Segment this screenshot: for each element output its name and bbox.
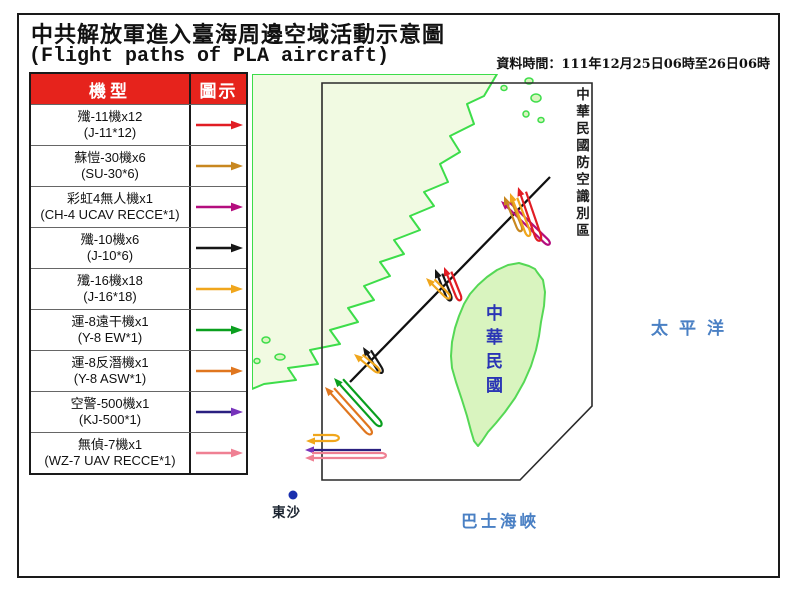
island xyxy=(530,93,542,103)
flight-arrow xyxy=(305,451,387,462)
legend-row: 運-8反潛機x1 (Y-8 ASW*1) xyxy=(31,350,246,391)
flight-arrow xyxy=(334,378,383,428)
aircraft-type-cell: 殲-11機x12 (J-11*12) xyxy=(31,105,189,145)
adiz-label: 中華民國防空識別區 xyxy=(573,87,589,240)
aircraft-name-en: (J-10*6) xyxy=(86,248,134,263)
taiwan-strait-map: 中華民國防空識別區 中華民國 太平洋 巴士海峽 東沙 xyxy=(252,74,780,578)
taiwan-island xyxy=(450,262,546,447)
aircraft-name-zh: 無偵-7機x1 xyxy=(77,436,143,452)
legend-row: 蘇愷-30機x6 (SU-30*6) xyxy=(31,145,246,186)
island xyxy=(500,84,508,92)
page-title: 中共解放軍進入臺海周邊空域活動示意圖 xyxy=(31,22,446,48)
legend-arrow-icon xyxy=(195,407,243,417)
taiwan-label: 中華民國 xyxy=(482,304,502,400)
legend-row: 空警-500機x1 (KJ-500*1) xyxy=(31,391,246,432)
island xyxy=(253,357,261,365)
symbol-cell xyxy=(189,351,246,391)
legend-arrow-icon xyxy=(195,120,243,130)
symbol-cell xyxy=(189,187,246,227)
symbol-cell xyxy=(189,228,246,268)
aircraft-name-zh: 空警-500機x1 xyxy=(70,395,150,411)
symbol-cell xyxy=(189,269,246,309)
flight-arrow xyxy=(305,446,381,454)
flight-arrow xyxy=(354,353,381,374)
island xyxy=(537,116,545,124)
symbol-cell xyxy=(189,146,246,186)
aircraft-name-zh: 殲-16機x18 xyxy=(77,272,143,288)
aircraft-name-en: (Y-8 ASW*1) xyxy=(73,371,147,386)
page-frame: 中共解放軍進入臺海周邊空域活動示意圖 (Flight paths of PLA … xyxy=(17,13,780,578)
symbol-cell xyxy=(189,392,246,432)
flight-arrow xyxy=(504,196,524,233)
aircraft-type-cell: 無偵-7機x1 (WZ-7 UAV RECCE*1) xyxy=(31,433,189,473)
pacific-ocean-label: 太平洋 xyxy=(651,319,735,339)
legend-arrow-icon xyxy=(195,161,243,171)
legend-arrow-icon xyxy=(195,366,243,376)
flight-arrow xyxy=(363,347,384,375)
aircraft-name-zh: 殲-10機x6 xyxy=(80,231,140,247)
legend-row: 殲-10機x6 (J-10*6) xyxy=(31,227,246,268)
legend-arrow-icon xyxy=(195,325,243,335)
flight-arrow xyxy=(426,278,452,300)
aircraft-name-en: (CH-4 UCAV RECCE*1) xyxy=(40,207,180,222)
flight-path-arrows xyxy=(305,187,551,462)
aircraft-type-cell: 蘇愷-30機x6 (SU-30*6) xyxy=(31,146,189,186)
aircraft-legend-table: 機型 圖示 殲-11機x12 (J-11*12) 蘇愷-30機x6 (SU-30*6)… xyxy=(29,72,248,475)
legend-arrow-icon xyxy=(195,448,243,458)
aircraft-name-en: (SU-30*6) xyxy=(81,166,139,181)
adiz-boundary xyxy=(321,82,593,481)
dongsha-island-dot xyxy=(288,490,298,500)
legend-row: 彩虹4無人機x1 (CH-4 UCAV RECCE*1) xyxy=(31,186,246,227)
aircraft-type-cell: 空警-500機x1 (KJ-500*1) xyxy=(31,392,189,432)
aircraft-type-cell: 彩虹4無人機x1 (CH-4 UCAV RECCE*1) xyxy=(31,187,189,227)
aircraft-type-cell: 殲-10機x6 (J-10*6) xyxy=(31,228,189,268)
legend-arrow-icon xyxy=(195,202,243,212)
aircraft-type-cell: 運-8遠干機x1 (Y-8 EW*1) xyxy=(31,310,189,350)
aircraft-name-en: (Y-8 EW*1) xyxy=(77,330,143,345)
aircraft-name-zh: 蘇愷-30機x6 xyxy=(74,149,146,165)
legend-col-type: 機型 xyxy=(89,81,131,102)
island xyxy=(274,353,286,361)
symbol-cell xyxy=(189,105,246,145)
flight-arrow xyxy=(306,433,340,445)
aircraft-name-en: (WZ-7 UAV RECCE*1) xyxy=(44,453,176,468)
legend-row: 殲-11機x12 (J-11*12) xyxy=(31,104,246,145)
flight-arrow xyxy=(325,387,373,436)
aircraft-name-zh: 運-8反潛機x1 xyxy=(71,354,149,370)
aircraft-type-cell: 運-8反潛機x1 (Y-8 ASW*1) xyxy=(31,351,189,391)
flight-arrow xyxy=(509,193,532,238)
mainland-coast xyxy=(252,74,498,390)
page-subtitle: (Flight paths of PLA aircraft) xyxy=(29,45,390,68)
flight-arrow xyxy=(444,267,463,302)
dongsha-label: 東沙 xyxy=(272,505,301,521)
legend-col-symbol: 圖示 xyxy=(189,74,246,104)
legend-row: 殲-16機x18 (J-16*18) xyxy=(31,268,246,309)
coastal-islands xyxy=(253,77,545,365)
data-time-label: 資料時間：111年12月25日06時至26日06時 xyxy=(496,57,770,72)
aircraft-name-zh: 殲-11機x12 xyxy=(77,108,143,124)
aircraft-type-cell: 殲-16機x18 (J-16*18) xyxy=(31,269,189,309)
symbol-cell xyxy=(189,310,246,350)
map-canvas xyxy=(252,74,593,500)
bashi-channel-label: 巴士海峽 xyxy=(461,512,539,531)
legend-row: 運-8遠干機x1 (Y-8 EW*1) xyxy=(31,309,246,350)
flight-arrow xyxy=(517,187,543,242)
flight-arrow xyxy=(501,201,551,246)
symbol-cell xyxy=(189,433,246,473)
aircraft-name-zh: 彩虹4無人機x1 xyxy=(67,190,153,206)
legend-row: 無偵-7機x1 (WZ-7 UAV RECCE*1) xyxy=(31,432,246,473)
island xyxy=(522,110,530,118)
legend-arrow-icon xyxy=(195,243,243,253)
aircraft-name-en: (KJ-500*1) xyxy=(78,412,142,427)
legend-arrow-icon xyxy=(195,284,243,294)
island xyxy=(261,336,271,344)
legend-header-row: 機型 圖示 xyxy=(31,74,246,104)
aircraft-name-en: (J-16*18) xyxy=(83,289,137,304)
aircraft-name-en: (J-11*12) xyxy=(83,125,137,140)
aircraft-name-zh: 運-8遠干機x1 xyxy=(71,313,149,329)
